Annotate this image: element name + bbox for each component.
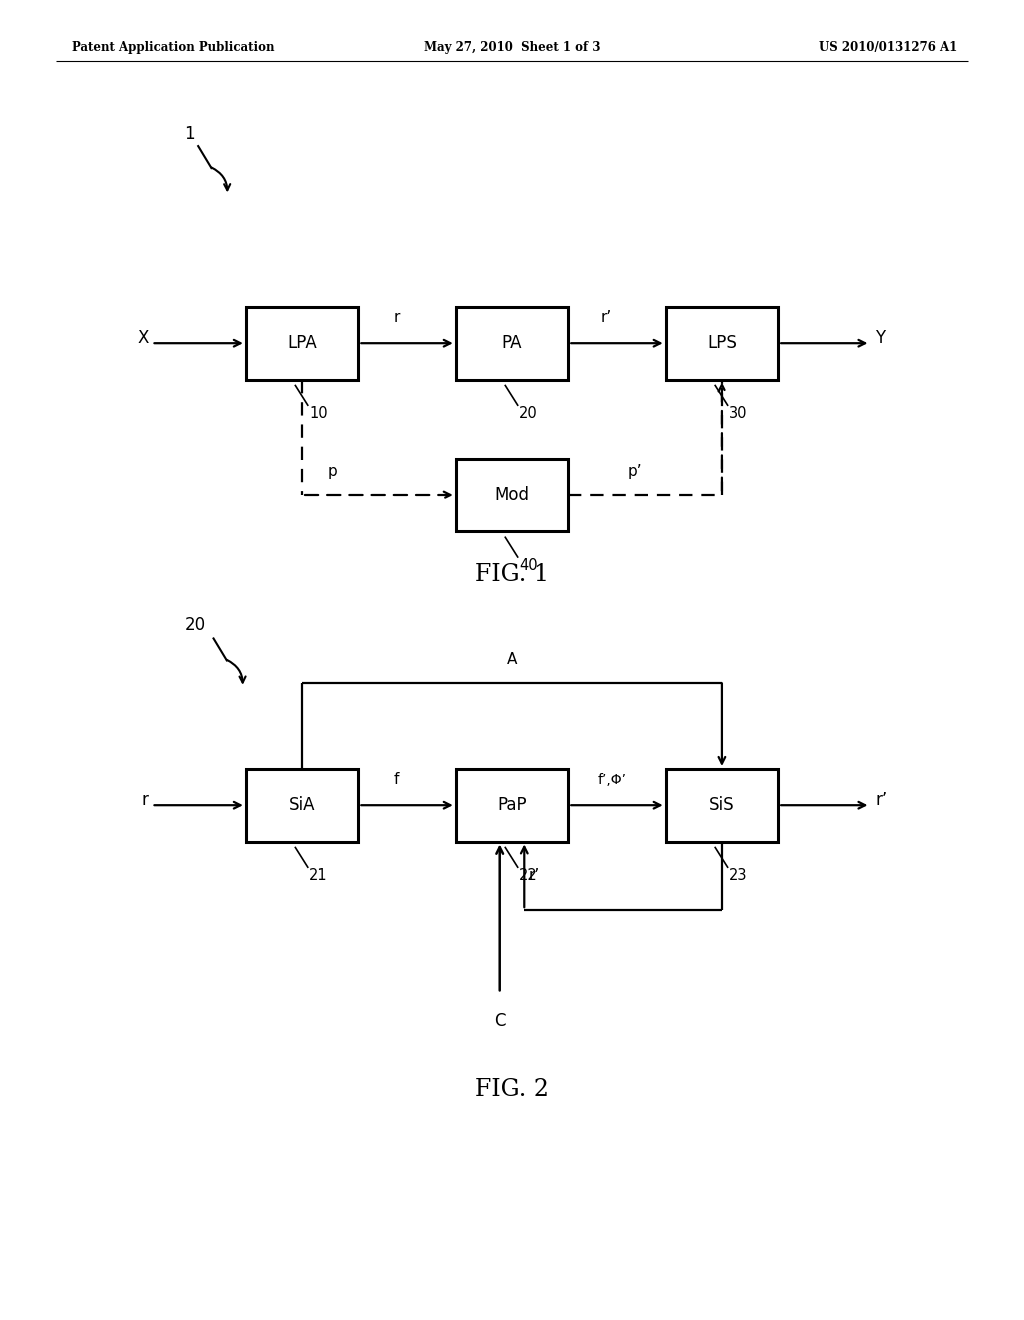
Bar: [456, 768, 568, 842]
Text: A: A: [507, 652, 517, 667]
Bar: [246, 768, 358, 842]
Text: Mod: Mod: [495, 486, 529, 504]
Text: LPS: LPS: [707, 334, 737, 352]
Text: 1: 1: [184, 124, 195, 143]
Text: X: X: [137, 329, 148, 347]
Bar: [666, 768, 778, 842]
Text: FIG. 1: FIG. 1: [475, 562, 549, 586]
Text: 20: 20: [184, 615, 206, 634]
Text: PaP: PaP: [498, 796, 526, 814]
Text: SiS: SiS: [709, 796, 735, 814]
Text: May 27, 2010  Sheet 1 of 3: May 27, 2010 Sheet 1 of 3: [424, 41, 600, 54]
Text: FIG. 2: FIG. 2: [475, 1077, 549, 1101]
Text: f: f: [394, 772, 399, 787]
Text: r’: r’: [876, 791, 888, 809]
Bar: [456, 306, 568, 380]
Text: p’: p’: [628, 465, 642, 479]
Text: 21: 21: [309, 869, 328, 883]
Text: r: r: [141, 791, 148, 809]
Text: p: p: [328, 465, 338, 479]
Text: r’: r’: [528, 869, 540, 883]
Text: r’: r’: [601, 310, 612, 325]
Text: 30: 30: [729, 407, 748, 421]
Text: f’,Φ’: f’,Φ’: [597, 772, 627, 787]
Text: 20: 20: [519, 407, 538, 421]
Bar: [456, 458, 568, 531]
Text: US 2010/0131276 A1: US 2010/0131276 A1: [819, 41, 957, 54]
Text: 40: 40: [519, 557, 538, 573]
Text: PA: PA: [502, 334, 522, 352]
Bar: [666, 306, 778, 380]
Text: 23: 23: [729, 869, 748, 883]
Text: Y: Y: [876, 329, 886, 347]
Bar: [246, 306, 358, 380]
Text: Patent Application Publication: Patent Application Publication: [72, 41, 274, 54]
Text: r: r: [393, 310, 400, 325]
Text: 22: 22: [519, 869, 538, 883]
Text: C: C: [494, 1011, 506, 1030]
Text: LPA: LPA: [287, 334, 317, 352]
Text: SiA: SiA: [289, 796, 315, 814]
Text: 10: 10: [309, 407, 328, 421]
